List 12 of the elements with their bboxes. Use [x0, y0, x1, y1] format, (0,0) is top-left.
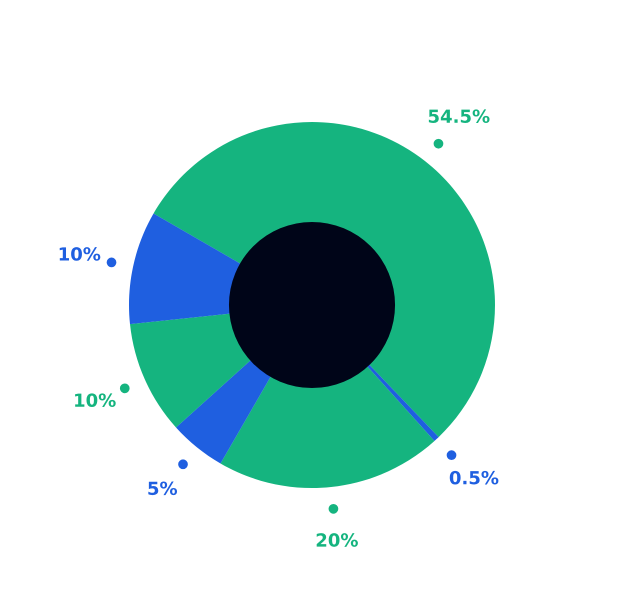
data-label: 20% — [316, 533, 358, 547]
donut-slice — [220, 366, 434, 488]
data-label: 54.5% — [428, 109, 490, 124]
data-label: 0.5% — [450, 470, 498, 485]
data-label: 10% — [60, 247, 100, 261]
donut-slice — [129, 214, 241, 324]
donut-slice — [154, 122, 495, 438]
donut-slice — [176, 360, 271, 464]
donut-slice — [130, 314, 251, 428]
data-label: 5% — [148, 481, 178, 496]
donut-slice — [367, 364, 439, 441]
data-label: 10% — [75, 393, 116, 407]
